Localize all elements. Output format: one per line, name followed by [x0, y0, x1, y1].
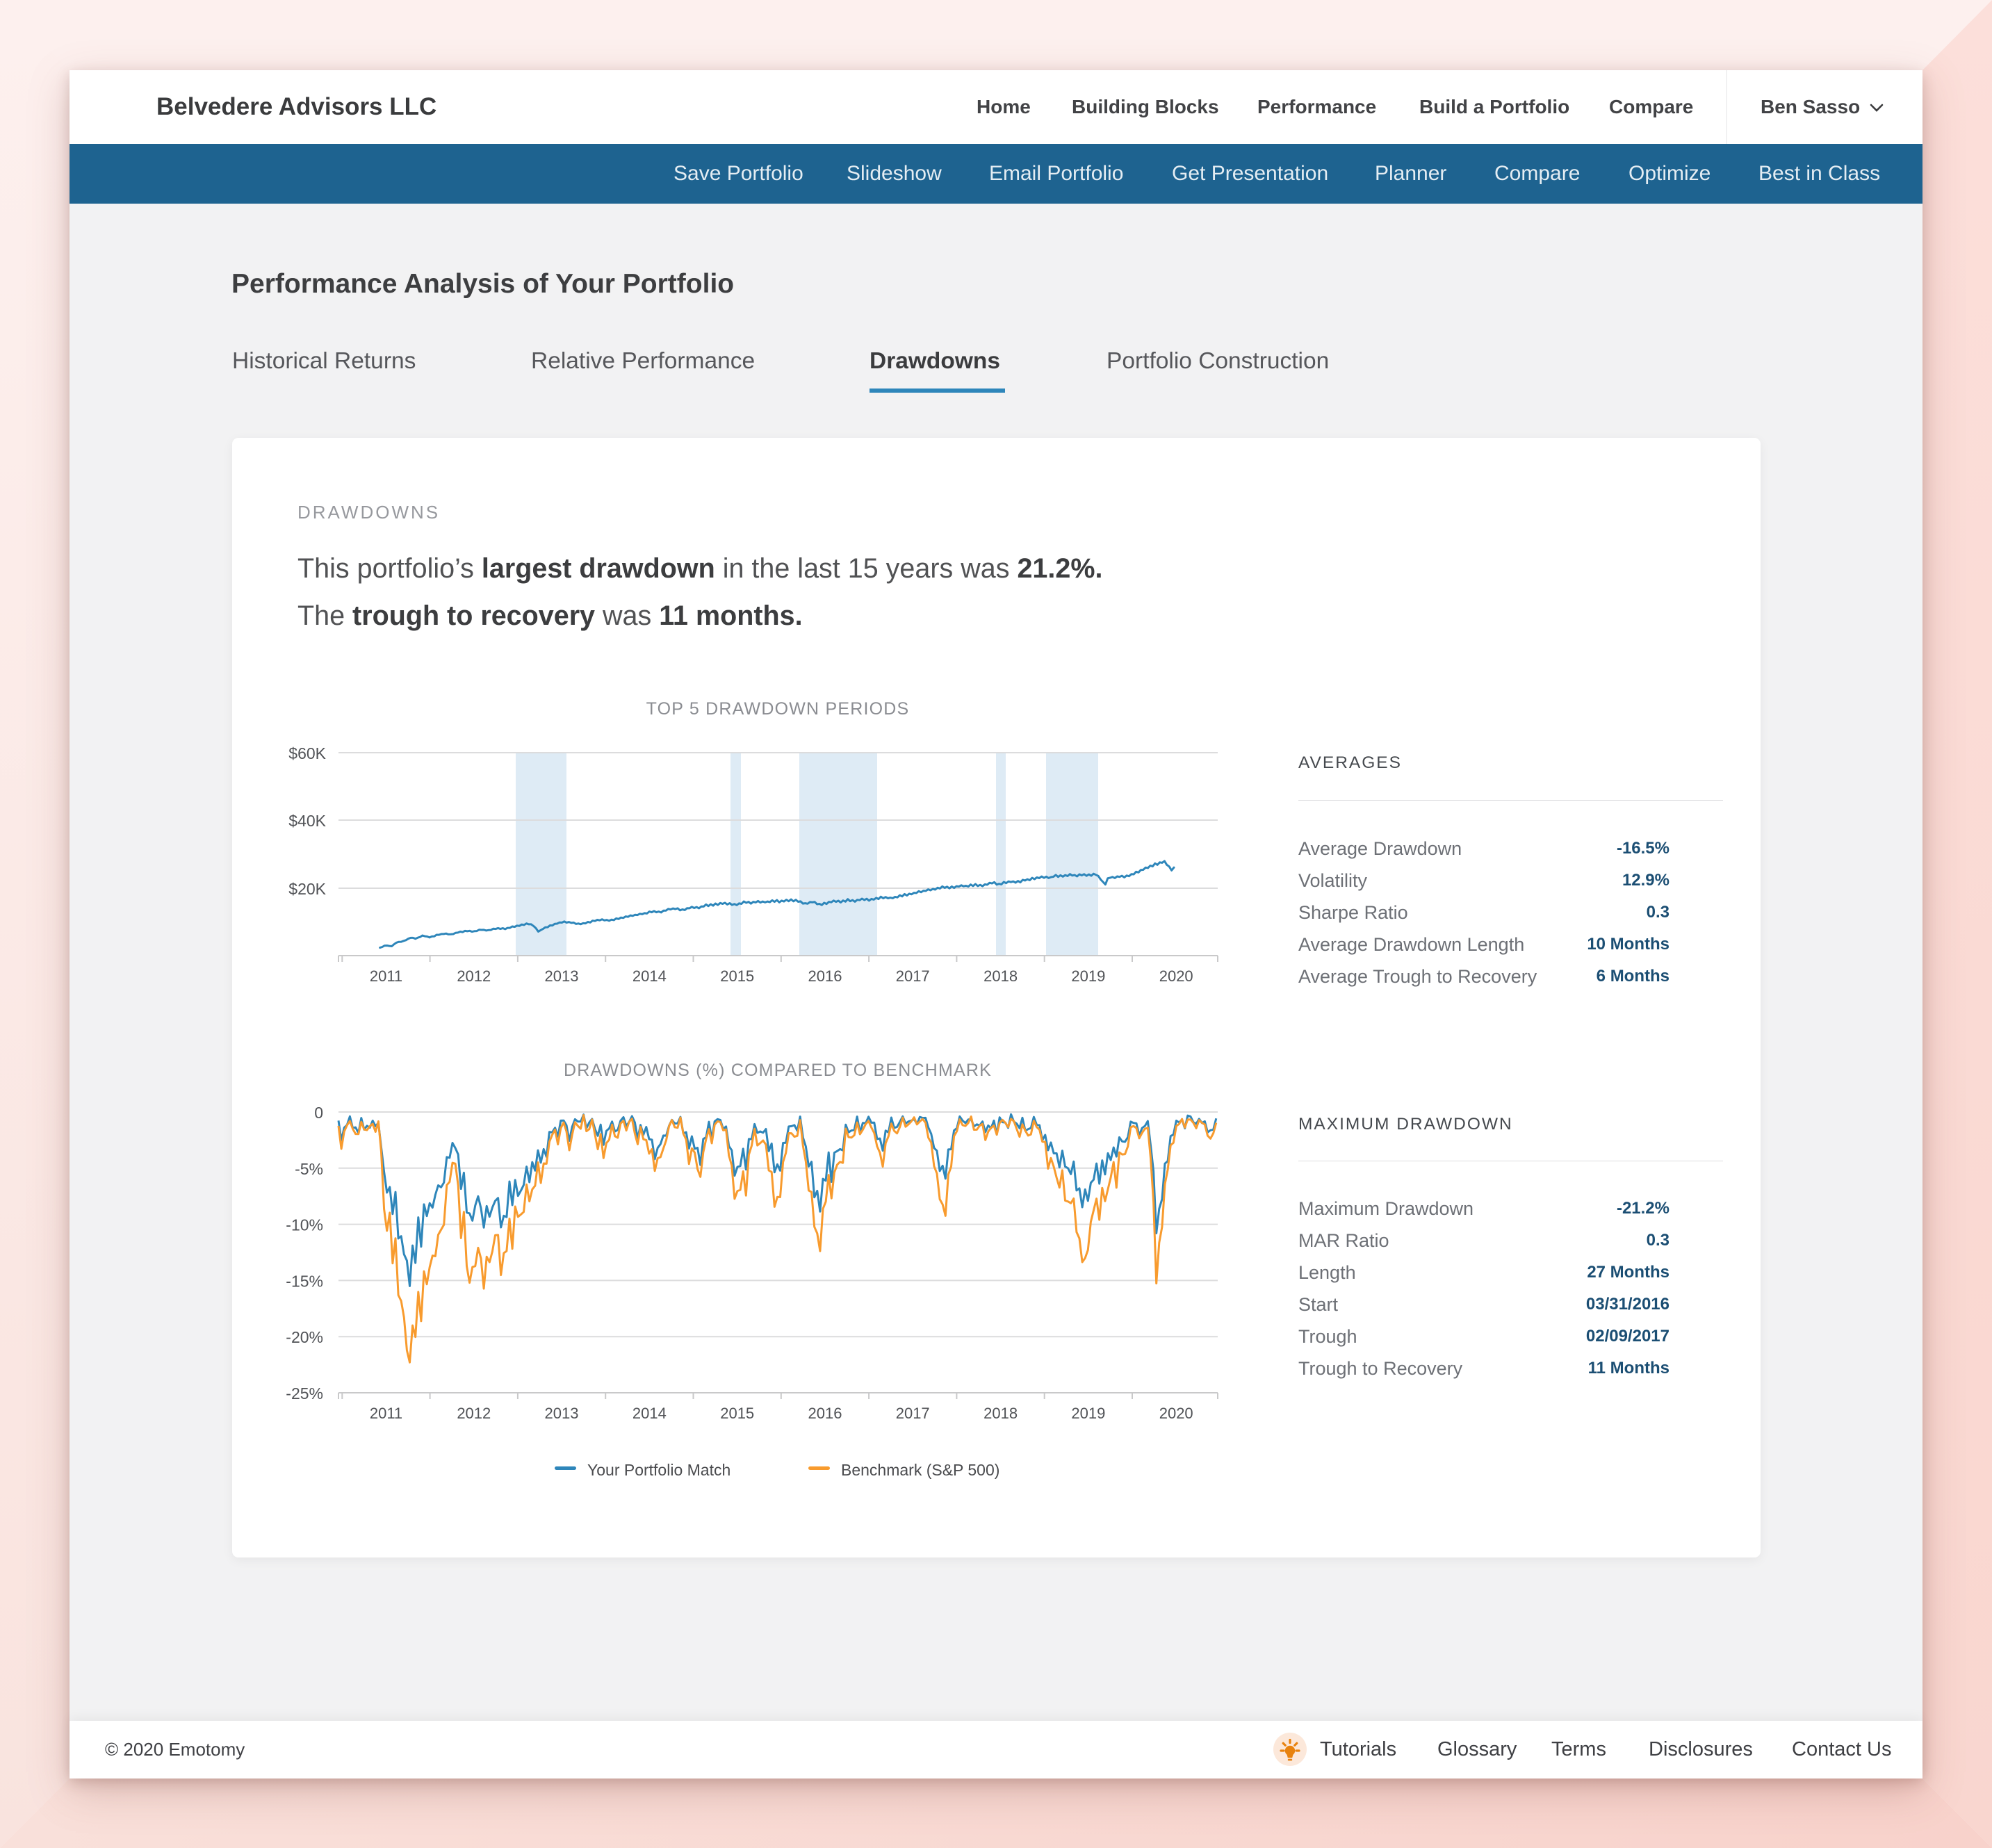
svg-text:2018: 2018	[983, 967, 1018, 985]
svg-text:2015: 2015	[720, 1405, 754, 1422]
svg-text:2020: 2020	[1159, 967, 1193, 985]
svg-text:2011: 2011	[370, 967, 402, 985]
svg-text:$40K: $40K	[288, 812, 326, 830]
svg-text:DRAWDOWNS (%) COMPARED TO BENC: DRAWDOWNS (%) COMPARED TO BENCHMARK	[564, 1061, 992, 1080]
svg-text:2019: 2019	[1071, 967, 1105, 985]
svg-text:-10%: -10%	[286, 1216, 323, 1234]
svg-text:-5%: -5%	[295, 1160, 323, 1178]
svg-text:2020: 2020	[1159, 1405, 1193, 1422]
svg-text:$60K: $60K	[288, 744, 326, 762]
svg-text:TOP 5 DRAWDOWN PERIODS: TOP 5 DRAWDOWN PERIODS	[646, 699, 910, 719]
svg-text:2016: 2016	[808, 1405, 842, 1422]
svg-text:2014: 2014	[632, 967, 667, 985]
svg-text:2019: 2019	[1071, 1405, 1105, 1422]
svg-text:2011: 2011	[370, 1405, 402, 1422]
svg-text:2012: 2012	[457, 1405, 491, 1422]
svg-text:-15%: -15%	[286, 1272, 323, 1290]
svg-text:$20K: $20K	[288, 880, 326, 898]
svg-text:0: 0	[314, 1104, 323, 1122]
svg-text:2017: 2017	[896, 967, 930, 985]
svg-text:2018: 2018	[983, 1405, 1018, 1422]
svg-text:2013: 2013	[545, 967, 579, 985]
svg-text:2014: 2014	[632, 1405, 667, 1422]
svg-text:2013: 2013	[545, 1405, 579, 1422]
svg-text:2016: 2016	[808, 967, 842, 985]
svg-text:-25%: -25%	[286, 1384, 323, 1403]
svg-text:2017: 2017	[896, 1405, 930, 1422]
svg-text:2012: 2012	[457, 967, 491, 985]
svg-text:-20%: -20%	[286, 1328, 323, 1346]
svg-text:2015: 2015	[720, 967, 754, 985]
